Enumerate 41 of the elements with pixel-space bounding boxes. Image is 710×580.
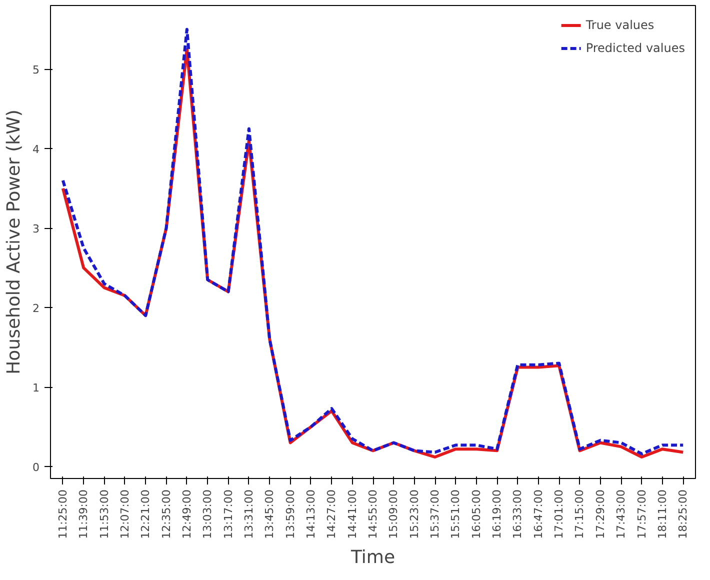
x-tick-label: 16:05:00 [470,489,483,539]
x-tick-label: 14:13:00 [304,489,318,539]
x-tick-label: 17:57:00 [635,489,648,539]
x-tick-label: 17:43:00 [614,489,628,539]
x-tick-label: 16:47:00 [532,489,545,539]
x-tick-label: 15:09:00 [387,489,400,539]
x-tick-label: 15:23:00 [408,489,421,539]
x-tick-label: 12:07:00 [118,489,132,539]
x-tick-label: 18:11:00 [656,489,669,539]
x-tick-label: 14:41:00 [346,489,359,539]
legend-label: True values [586,18,654,32]
legend-label: Predicted values [586,41,685,55]
x-tick-label: 16:33:00 [511,489,524,539]
x-tick-label: 15:51:00 [449,489,462,539]
y-tick-label: 0 [32,461,40,474]
y-tick-label: 4 [32,143,40,156]
x-axis-title: Time [350,546,396,568]
x-tick-label: 11:25:00 [56,489,70,539]
x-tick-label: 14:55:00 [366,489,380,539]
y-axis-title: Household Active Power (kW) [4,110,24,374]
x-tick-label: 13:59:00 [284,489,297,539]
x-tick-label: 11:53:00 [98,489,111,539]
x-tick-label: 13:45:00 [263,489,276,539]
y-tick-label: 3 [32,222,40,236]
x-tick-label: 17:01:00 [552,489,566,539]
x-tick-label: 14:27:00 [325,489,338,539]
x-tick-label: 12:49:00 [180,489,194,539]
x-tick-label: 13:03:00 [201,489,214,539]
x-tick-label: 12:21:00 [139,489,152,539]
y-tick-label: 5 [32,64,40,77]
x-tick-label: 12:35:00 [160,489,173,539]
x-tick-label: 16:19:00 [490,489,504,539]
x-tick-label: 17:29:00 [594,489,607,539]
x-tick-label: 18:25:00 [676,489,690,539]
x-tick-label: 17:15:00 [573,489,586,539]
x-tick-label: 13:31:00 [242,489,256,539]
x-tick-label: 11:39:00 [77,489,90,539]
x-tick-label: 13:17:00 [222,489,235,539]
y-tick-label: 1 [32,382,40,395]
x-tick-label: 15:37:00 [428,489,442,539]
y-tick-label: 2 [32,302,40,316]
